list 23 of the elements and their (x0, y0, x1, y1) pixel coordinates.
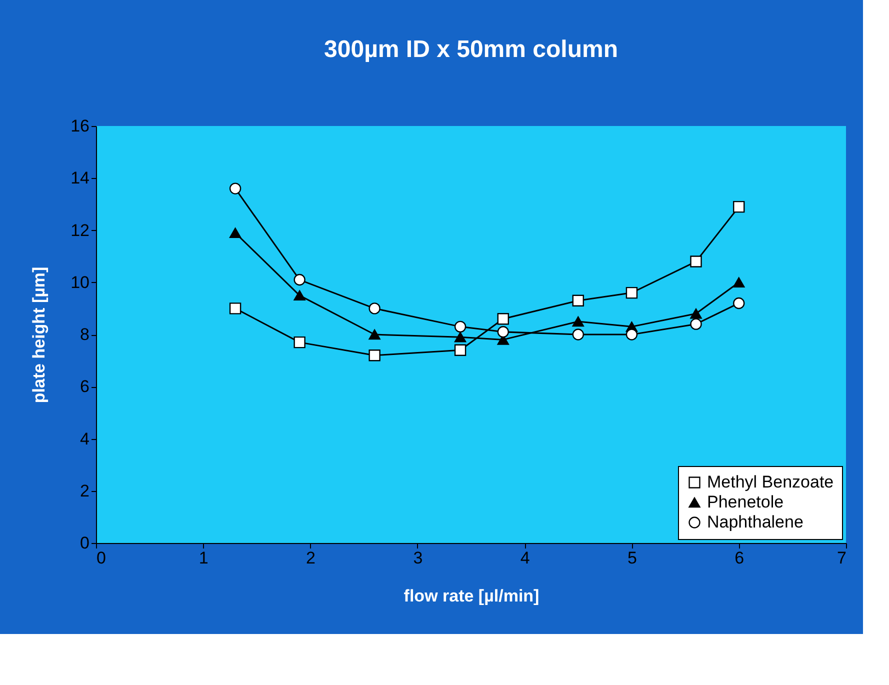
y-tick-label: 0 (80, 534, 90, 552)
x-tick-label: 7 (837, 548, 846, 568)
legend-label: Methyl Benzoate (707, 472, 834, 492)
y-tick-label: 6 (80, 377, 90, 396)
legend-label: Phenetole (707, 492, 784, 512)
x-tick-label: 4 (520, 548, 530, 568)
y-tick-label: 8 (80, 325, 90, 344)
x-tick-label: 5 (627, 548, 637, 568)
legend-label: Naphthalene (707, 512, 804, 532)
y-tick-label: 10 (70, 272, 90, 292)
y-tick-label: 14 (70, 168, 90, 188)
y-tick-label: 4 (80, 429, 90, 448)
y-tick-label: 16 (70, 116, 90, 136)
y-tick-label: 2 (80, 481, 90, 500)
x-tick-label: 1 (198, 548, 208, 568)
y-axis-title: plate height [µm] (30, 266, 49, 404)
y-tick-label: 12 (70, 220, 90, 240)
x-tick-label: 0 (96, 548, 106, 568)
chart-title: 300µm ID x 50mm column (324, 36, 618, 63)
x-tick-label: 3 (413, 548, 423, 568)
x-tick-label: 6 (734, 548, 744, 568)
x-tick-label: 2 (306, 548, 316, 568)
x-axis-title: flow rate [µl/min] (404, 586, 540, 606)
